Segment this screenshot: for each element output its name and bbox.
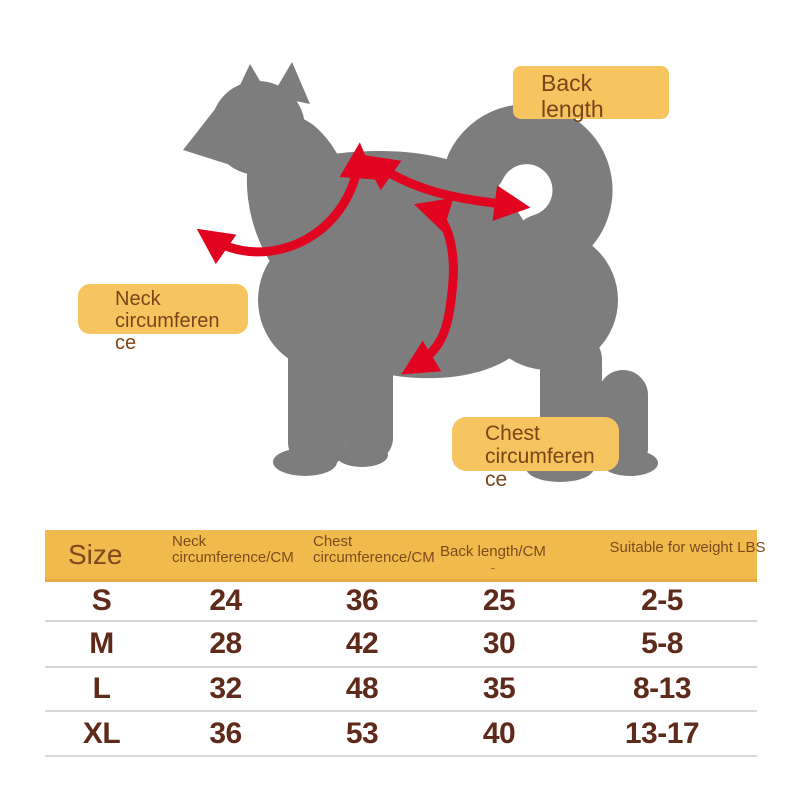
size-cell: L [92, 672, 111, 705]
column-header-neck: Neck circumference/CM [172, 533, 294, 566]
chest-cell: 42 [345, 627, 379, 660]
size-cell: XL [82, 716, 121, 750]
chest-cell: 53 [345, 716, 379, 750]
table-row-l: L 32 48 35 8-13 [45, 668, 757, 712]
back-length-label-text: Back length [541, 70, 604, 122]
back-cell: 35 [482, 672, 516, 705]
neck-circumference-label-text: Neck circumference [115, 288, 220, 354]
column-header-chest: Chest circumference/CM [313, 533, 435, 566]
table-row-xl: XL 36 53 40 13-17 [45, 712, 757, 757]
chest-circumference-label: Chest circumference [452, 417, 619, 491]
back-cell: 40 [482, 716, 516, 750]
table-row-m: M 28 42 30 5-8 [45, 622, 757, 668]
chest-cell: 36 [345, 584, 379, 617]
weight-cell: 13-17 [624, 716, 700, 750]
size-cell: S [91, 584, 112, 617]
chest-measure-arrow-icon [401, 197, 458, 375]
column-header-back-length-text: Back length/CM [440, 543, 546, 560]
size-cell: M [89, 627, 114, 660]
neck-cell: 36 [209, 716, 242, 750]
column-header-weight: Suitable for weight LBS [609, 539, 766, 556]
weight-cell: 5-8 [641, 627, 683, 660]
back-measure-arrow-icon [361, 154, 531, 221]
neck-measure-arrow-icon [196, 142, 376, 265]
back-cell: 25 [482, 584, 516, 617]
back-length-label: Back length [513, 66, 669, 122]
dog-tail [446, 104, 613, 274]
neck-cell: 28 [209, 627, 242, 660]
table-row-s: S 24 36 25 2-5 [45, 582, 757, 622]
back-cell: 30 [482, 627, 516, 660]
column-header-back-dash: - [490, 559, 496, 575]
chest-circumference-label-text: Chest circumference [485, 422, 595, 491]
column-header-back-length: Back length/CM - [433, 543, 553, 575]
dog-measurement-diagram [183, 62, 658, 482]
chest-cell: 48 [345, 672, 379, 705]
column-header-size: Size [68, 539, 123, 570]
size-table-body: S 24 36 25 2-5 M 28 42 30 5-8 L 32 48 35… [45, 582, 757, 757]
weight-cell: 8-13 [632, 672, 692, 705]
neck-cell: 32 [209, 672, 242, 705]
neck-circumference-label: Neck circumference [78, 284, 248, 354]
weight-cell: 2-5 [641, 584, 683, 617]
size-table-header: Size Neck circumference/CM Chest circumf… [45, 530, 765, 582]
neck-cell: 24 [209, 584, 242, 617]
